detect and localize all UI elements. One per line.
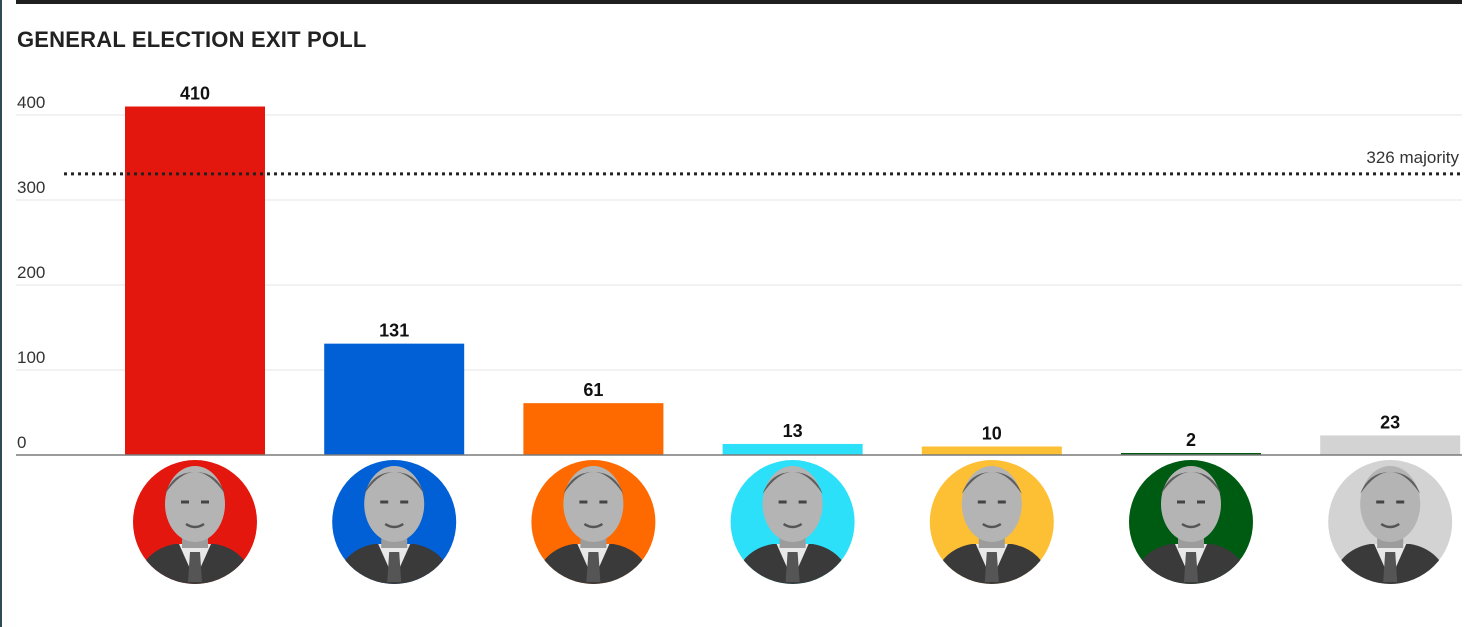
y-tick-label: 300 xyxy=(17,178,45,197)
y-tick-label: 100 xyxy=(17,348,45,367)
bar xyxy=(1320,435,1461,455)
bar xyxy=(523,403,664,455)
bar xyxy=(921,446,1062,455)
bar-value-label: 61 xyxy=(583,380,603,400)
leader-portrait xyxy=(730,460,855,584)
y-tick-label: 400 xyxy=(17,93,45,112)
leader-portrait xyxy=(1328,460,1453,584)
leader-portrait xyxy=(1129,460,1253,584)
leader-portrait xyxy=(929,460,1054,584)
left-edge-border xyxy=(0,0,2,627)
bar-value-label: 10 xyxy=(982,424,1002,444)
bar-value-label: 23 xyxy=(1380,412,1400,432)
chart-title: GENERAL ELECTION EXIT POLL xyxy=(17,27,367,52)
bar xyxy=(722,443,863,455)
y-tick-label: 0 xyxy=(17,433,26,452)
leader-portrait xyxy=(531,460,656,584)
bar-value-label: 410 xyxy=(180,84,210,104)
bar-value-label: 2 xyxy=(1186,430,1196,450)
bar xyxy=(1121,453,1261,455)
bar-value-label: 131 xyxy=(379,321,409,341)
majority-label: 326 majority xyxy=(1366,148,1459,167)
top-rule xyxy=(16,0,1462,4)
y-tick-label: 200 xyxy=(17,263,45,282)
bar xyxy=(125,106,265,455)
leader-portrait xyxy=(133,460,257,584)
bar xyxy=(324,343,465,455)
bar-value-label: 13 xyxy=(783,421,803,441)
leader-portrait xyxy=(332,460,457,584)
